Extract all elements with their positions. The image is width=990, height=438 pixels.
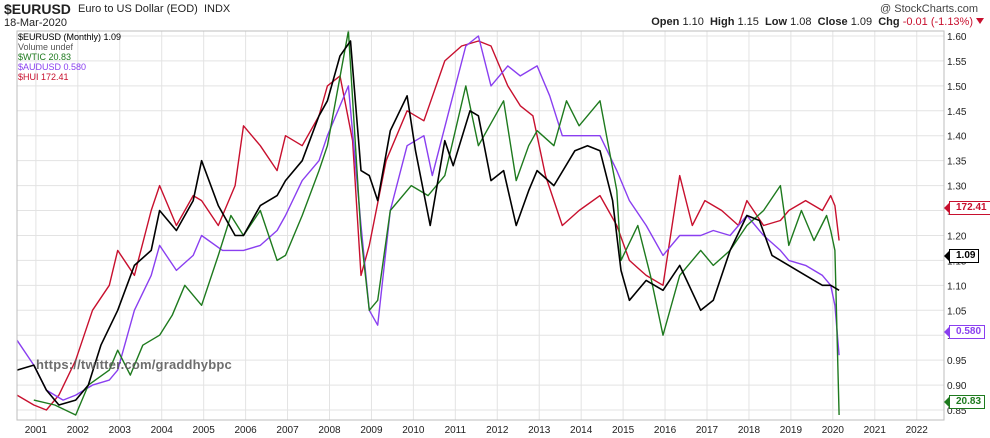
x-tick-label: 2011 [445, 425, 467, 436]
plot-frame [16, 30, 945, 421]
end-tag-wtic: 20.83 [943, 395, 986, 409]
x-tick-label: 2002 [67, 425, 90, 436]
y-tick-label: 1.55 [947, 57, 967, 68]
x-tick-label: 2013 [528, 425, 551, 436]
chart-header: $EURUSD Euro to US Dollar (EOD) INDX 18-… [0, 0, 990, 30]
y-axis-ticks: 0.850.900.951.001.051.101.151.201.251.30… [947, 32, 967, 417]
y-tick-label: 1.60 [947, 32, 967, 43]
legend-volume: Volume undef [18, 42, 121, 52]
chg-value: -0.01 (-1.13%) [902, 16, 973, 28]
end-tag-audusd: 0.580 [943, 325, 986, 339]
symbol-description: Euro to US Dollar (EOD) INDX [78, 3, 230, 15]
x-tick-label: 2020 [822, 425, 845, 436]
open-label: Open [651, 16, 680, 28]
watermark-text: https://twitter.com/graddhybpc [36, 357, 232, 372]
series-line-hui [16, 40, 840, 411]
x-tick-label: 2019 [780, 425, 803, 436]
legend-wtic[interactable]: $WTIC 20.83 [18, 52, 121, 62]
low-label: Low [765, 16, 788, 28]
y-tick-label: 0.85 [947, 406, 967, 417]
x-tick-label: 2016 [654, 425, 677, 436]
x-tick-label: 2015 [612, 425, 635, 436]
x-tick-label: 2009 [360, 425, 383, 436]
legend-audusd-text: $AUDUSD 0.580 [18, 62, 87, 72]
x-tick-label: 2010 [402, 425, 425, 436]
y-tick-label: 1.10 [947, 281, 967, 292]
x-axis-ticks: 2001 2002 2003 2004 2005 2006 2007 2008 2009 2010… [25, 425, 929, 436]
ohlc-readout: Open 1.10 High 1.15 Low 1.08 Close 1.09 … [651, 16, 984, 28]
y-tick-label: 1.50 [947, 82, 967, 93]
x-tick-label: 2007 [276, 425, 299, 436]
x-tick-label: 2018 [738, 425, 761, 436]
legend: $EURUSD (Monthly) 1.09 Volume undef $WTI… [18, 32, 121, 82]
chg-label: Chg [878, 16, 900, 28]
description-text: Euro to US Dollar (EOD) [78, 3, 198, 15]
x-tick-label: 2004 [151, 425, 174, 436]
series-line-audusd [16, 35, 840, 401]
legend-volume-text: Volume undef [18, 42, 74, 52]
end-tag-hui: 172.41 [944, 201, 990, 215]
y-tick-label: 1.05 [947, 306, 967, 317]
x-tick-label: 2003 [109, 425, 132, 436]
x-tick-label: 2008 [318, 425, 341, 436]
y-tick-label: 1.20 [947, 231, 967, 242]
y-tick-label: 1.35 [947, 157, 967, 168]
down-triangle-icon [976, 18, 984, 24]
x-tick-label: 2022 [906, 425, 929, 436]
high-label: High [709, 16, 735, 28]
legend-wtic-text: $WTIC 20.83 [18, 52, 72, 62]
y-tick-label: 1.40 [947, 132, 967, 143]
y-tick-label: 1.45 [947, 107, 967, 118]
high-value: 1.15 [737, 16, 759, 28]
brand-label[interactable]: @ StockCharts.com [880, 3, 978, 15]
y-tick-label: 1.30 [947, 182, 967, 193]
exchange-text: INDX [203, 3, 231, 15]
x-tick-label: 2021 [864, 425, 887, 436]
series-line-wtic [33, 30, 840, 416]
grid-lines [17, 31, 944, 420]
x-tick-label: 2001 [25, 425, 48, 436]
x-tick-label: 2012 [486, 425, 509, 436]
legend-hui-text: $HUI 172.41 [18, 72, 69, 82]
close-label: Close [817, 16, 848, 28]
close-value: 1.09 [850, 16, 873, 28]
symbol-title[interactable]: $EURUSD [4, 1, 71, 17]
end-tag-eurusd: 1.09 [943, 249, 980, 263]
chart-date: 18-Mar-2020 [4, 17, 67, 29]
open-value: 1.10 [682, 16, 704, 28]
low-value: 1.08 [790, 16, 812, 28]
y-tick-label: 0.90 [947, 381, 967, 392]
x-tick-label: 2017 [696, 425, 719, 436]
legend-audusd[interactable]: $AUDUSD 0.580 [18, 62, 121, 72]
y-tick-label: 0.95 [947, 356, 967, 367]
x-tick-label: 2006 [234, 425, 257, 436]
legend-hui[interactable]: $HUI 172.41 [18, 72, 121, 82]
series-lines [16, 30, 840, 416]
legend-eurusd[interactable]: $EURUSD (Monthly) 1.09 [18, 32, 121, 42]
x-tick-label: 2005 [193, 425, 216, 436]
x-tick-label: 2014 [570, 425, 593, 436]
legend-eurusd-text: $EURUSD (Monthly) 1.09 [18, 32, 122, 42]
series-line-eurusd [16, 40, 840, 406]
